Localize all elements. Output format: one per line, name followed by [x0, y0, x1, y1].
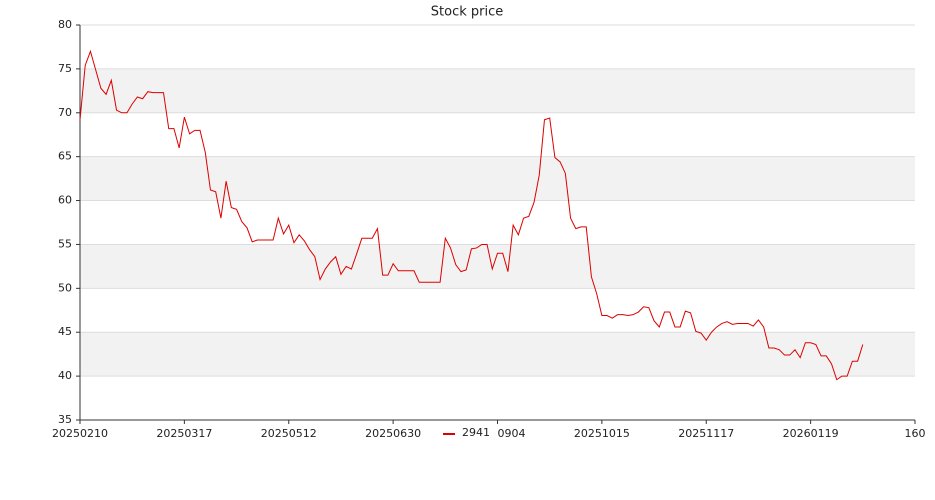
y-tick-label: 45 [58, 325, 72, 338]
legend-label: 2941 [462, 426, 490, 439]
y-tick-label: 65 [58, 150, 72, 163]
grid-band [80, 332, 915, 377]
x-tick-label: 20250630 [365, 427, 421, 440]
chart-title: Stock price [431, 5, 503, 20]
x-tick-label: 20250317 [156, 427, 212, 440]
y-tick-label: 55 [58, 237, 72, 250]
legend: 2941 [437, 425, 497, 443]
x-tick-label: 20251015 [574, 427, 630, 440]
y-tick-label: 70 [58, 106, 72, 119]
x-tick-label: 20251117 [678, 427, 734, 440]
grid-band [80, 244, 915, 289]
y-tick-label: 40 [58, 369, 72, 382]
x-tick-label: 160 [905, 427, 926, 440]
x-tick-label: 20250512 [261, 427, 317, 440]
y-tick-label: 35 [58, 413, 72, 426]
x-tick-label: 20250210 [52, 427, 108, 440]
y-tick-label: 75 [58, 62, 72, 75]
legend-box [437, 425, 497, 443]
line-series [79, 49, 864, 381]
grid-band [80, 156, 915, 201]
grid-band [80, 68, 915, 113]
y-tick-label: 80 [58, 18, 72, 31]
x-tick-label: 20260119 [783, 427, 839, 440]
y-tick-label: 50 [58, 281, 72, 294]
y-tick-label: 60 [58, 194, 72, 207]
